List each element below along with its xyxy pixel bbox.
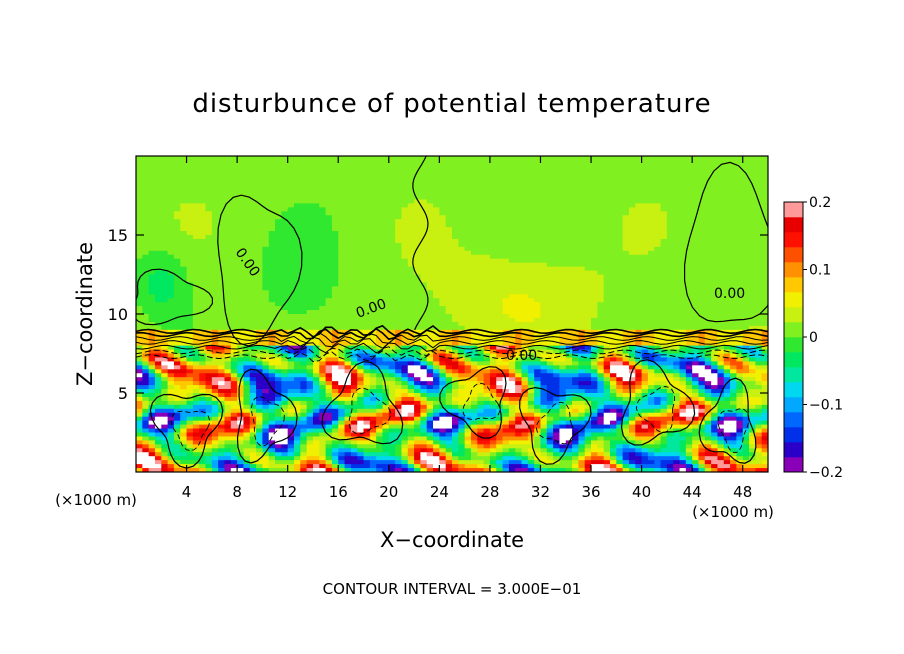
x-axis: 4 8 12 16 20 24 28 32 36 40 44 48 — [182, 156, 752, 501]
x-tick-label: 36 — [581, 483, 600, 501]
x-tick-label: 12 — [278, 483, 297, 501]
contour-lines — [136, 156, 768, 469]
colorbar-swatch — [784, 247, 803, 263]
chart-title: disturbunce of potential temperature — [192, 89, 711, 119]
x-unit-right: (×1000 m) — [692, 503, 774, 521]
x-tick-label: 4 — [182, 483, 192, 501]
colorbar-swatch — [784, 427, 803, 443]
x-tick-label: 16 — [329, 483, 348, 501]
colorbar-swatch — [784, 442, 803, 458]
y-tick-label: 15 — [108, 226, 128, 245]
colorbar-tick-label: 0.2 — [809, 195, 831, 211]
colorbar-swatch — [784, 262, 803, 278]
colorbar-swatch — [784, 307, 803, 323]
colorbar: 0.2 0.1 0 −0.1 −0.2 — [783, 195, 843, 481]
colorbar-tick-label: 0 — [809, 330, 818, 346]
colorbar-swatch — [784, 457, 803, 473]
contour-label-3: 0.00 — [714, 286, 745, 302]
colorbar-swatch — [784, 217, 803, 233]
colorbar-swatch — [784, 367, 803, 383]
colorbar-swatch — [784, 397, 803, 413]
colorbar-swatch — [784, 337, 803, 353]
x-tick-label: 48 — [733, 483, 752, 501]
colorbar-swatch — [784, 322, 803, 338]
colorbar-tick-label: 0.1 — [809, 263, 831, 279]
colorbar-swatch — [784, 412, 803, 428]
x-tick-label: 40 — [632, 483, 651, 501]
contour-label-4: 0.00 — [506, 348, 537, 364]
colorbar-swatch — [784, 232, 803, 248]
x-tick-label: 8 — [232, 483, 242, 501]
y-axis: 5 10 15 — [108, 226, 768, 403]
y-tick-label: 5 — [118, 384, 128, 403]
x-tick-label: 24 — [430, 483, 449, 501]
x-tick-label: 28 — [480, 483, 499, 501]
y-axis-label: Z−coordinate — [73, 242, 97, 386]
contour-interval-note: CONTOUR INTERVAL = 3.000E−01 — [323, 580, 582, 598]
colorbar-tick-label: −0.1 — [809, 398, 843, 414]
y-tick-label: 10 — [108, 305, 128, 324]
plot-area — [136, 156, 768, 472]
x-unit-left: (×1000 m) — [55, 491, 137, 509]
colorbar-swatch — [784, 202, 803, 218]
colorbar-swatch — [784, 292, 803, 308]
x-tick-label: 44 — [683, 483, 702, 501]
colorbar-swatch — [784, 382, 803, 398]
x-axis-label: X−coordinate — [380, 528, 524, 552]
x-tick-label: 32 — [531, 483, 550, 501]
colorbar-swatch — [784, 277, 803, 293]
colorbar-tick-label: −0.2 — [809, 465, 843, 481]
heatmap-field — [136, 156, 768, 472]
colorbar-swatch — [784, 352, 803, 368]
x-tick-label: 20 — [379, 483, 398, 501]
